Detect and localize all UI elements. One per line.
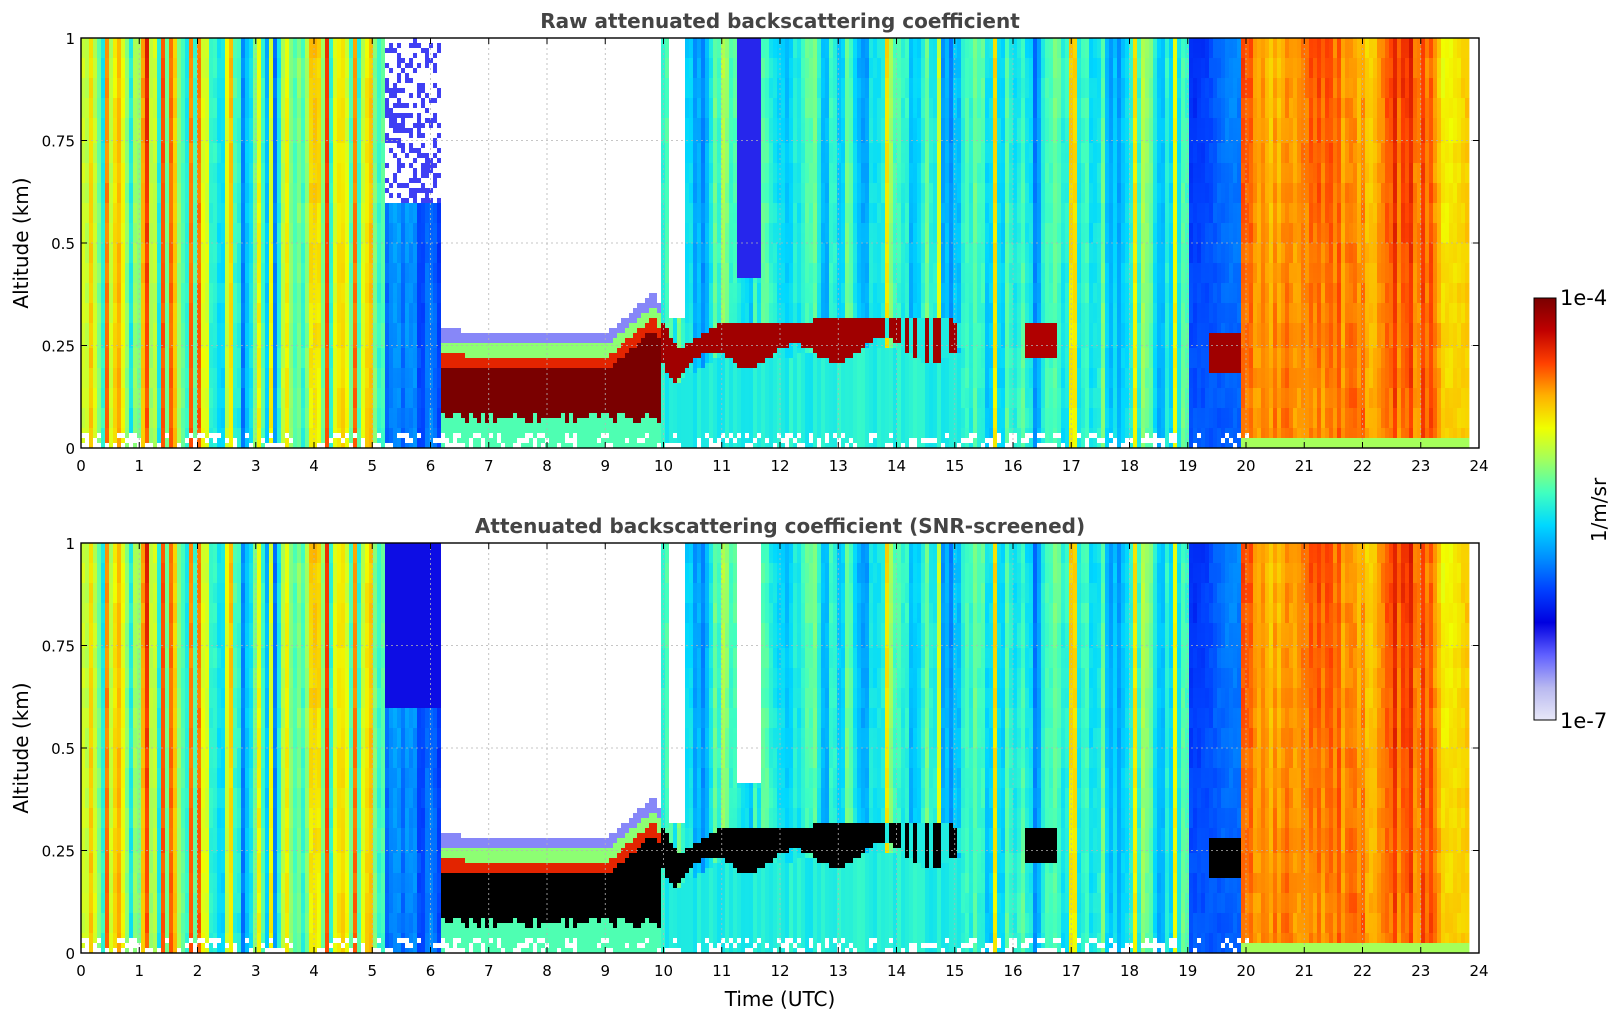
panel-raw: Raw attenuated backscattering coefficien… [9, 9, 1489, 475]
panel-2-title: Attenuated backscattering coefficient (S… [475, 514, 1085, 538]
x-tick-label: 18 [1120, 457, 1139, 475]
colorbar: 1e-4 1e-7 1/m/sr [1534, 286, 1611, 733]
colorbar-scale [1534, 298, 1556, 720]
x-tick-label: 20 [1236, 457, 1255, 475]
x-tick-label: 6 [426, 457, 436, 475]
x-tick-label: 14 [887, 962, 906, 980]
x-tick-label: 24 [1469, 457, 1488, 475]
y-tick-label: 0.5 [51, 235, 75, 253]
x-tick-label: 21 [1295, 457, 1314, 475]
x-tick-label: 19 [1178, 962, 1197, 980]
x-tick-label: 8 [542, 457, 552, 475]
x-tick-label: 23 [1411, 962, 1430, 980]
x-tick-label: 4 [309, 962, 319, 980]
colorbar-unit-label: 1/m/sr [1587, 477, 1611, 542]
x-tick-label: 15 [945, 962, 964, 980]
x-tick-label: 12 [770, 962, 789, 980]
colorbar-min-label: 1e-7 [1560, 709, 1607, 733]
y-tick-label: 0.25 [42, 338, 75, 356]
panel-1-title: Raw attenuated backscattering coefficien… [540, 9, 1020, 33]
x-tick-label: 22 [1353, 962, 1372, 980]
x-tick-label: 23 [1411, 457, 1430, 475]
y-tick-label: 0.75 [42, 133, 75, 151]
x-tick-label: 3 [251, 962, 261, 980]
x-tick-label: 16 [1003, 457, 1022, 475]
x-tick-label: 18 [1120, 962, 1139, 980]
x-tick-label: 9 [600, 962, 610, 980]
y-tick-label: 0 [65, 440, 75, 458]
x-tick-label: 8 [542, 962, 552, 980]
x-tick-label: 0 [76, 457, 86, 475]
x-tick-label: 13 [829, 962, 848, 980]
x-axis-label: Time (UTC) [724, 987, 836, 1011]
x-tick-label: 4 [309, 457, 319, 475]
x-tick-label: 11 [712, 457, 731, 475]
y-axis-label-snr: Altitude (km) [9, 682, 33, 813]
x-tick-label: 1 [134, 457, 144, 475]
x-tick-label: 2 [193, 457, 203, 475]
x-tick-label: 9 [600, 457, 610, 475]
x-tick-label: 5 [367, 962, 377, 980]
x-tick-label: 6 [426, 962, 436, 980]
y-tick-label: 0 [65, 945, 75, 963]
x-tick-label: 12 [770, 457, 789, 475]
x-tick-label: 20 [1236, 962, 1255, 980]
x-tick-label: 24 [1469, 962, 1488, 980]
x-tick-label: 7 [484, 457, 494, 475]
panel-snr: Attenuated backscattering coefficient (S… [9, 514, 1489, 1011]
y-tick-label: 1 [65, 30, 75, 48]
x-tick-label: 13 [829, 457, 848, 475]
y-tick-label: 1 [65, 535, 75, 553]
x-tick-label: 11 [712, 962, 731, 980]
y-tick-label: 0.75 [42, 638, 75, 656]
x-tick-label: 16 [1003, 962, 1022, 980]
x-tick-label: 3 [251, 457, 261, 475]
x-tick-label: 17 [1062, 457, 1081, 475]
x-tick-label: 19 [1178, 457, 1197, 475]
x-tick-label: 21 [1295, 962, 1314, 980]
x-tick-label: 14 [887, 457, 906, 475]
x-tick-label: 17 [1062, 962, 1081, 980]
x-tick-label: 22 [1353, 457, 1372, 475]
x-tick-label: 10 [654, 457, 673, 475]
x-tick-label: 5 [367, 457, 377, 475]
x-tick-label: 7 [484, 962, 494, 980]
x-tick-label: 0 [76, 962, 86, 980]
y-tick-label: 0.5 [51, 740, 75, 758]
x-tick-label: 10 [654, 962, 673, 980]
colorbar-max-label: 1e-4 [1560, 286, 1607, 310]
x-tick-label: 15 [945, 457, 964, 475]
x-tick-label: 2 [193, 962, 203, 980]
y-tick-label: 0.25 [42, 843, 75, 861]
x-tick-label: 1 [134, 962, 144, 980]
y-axis-label-raw: Altitude (km) [9, 177, 33, 308]
